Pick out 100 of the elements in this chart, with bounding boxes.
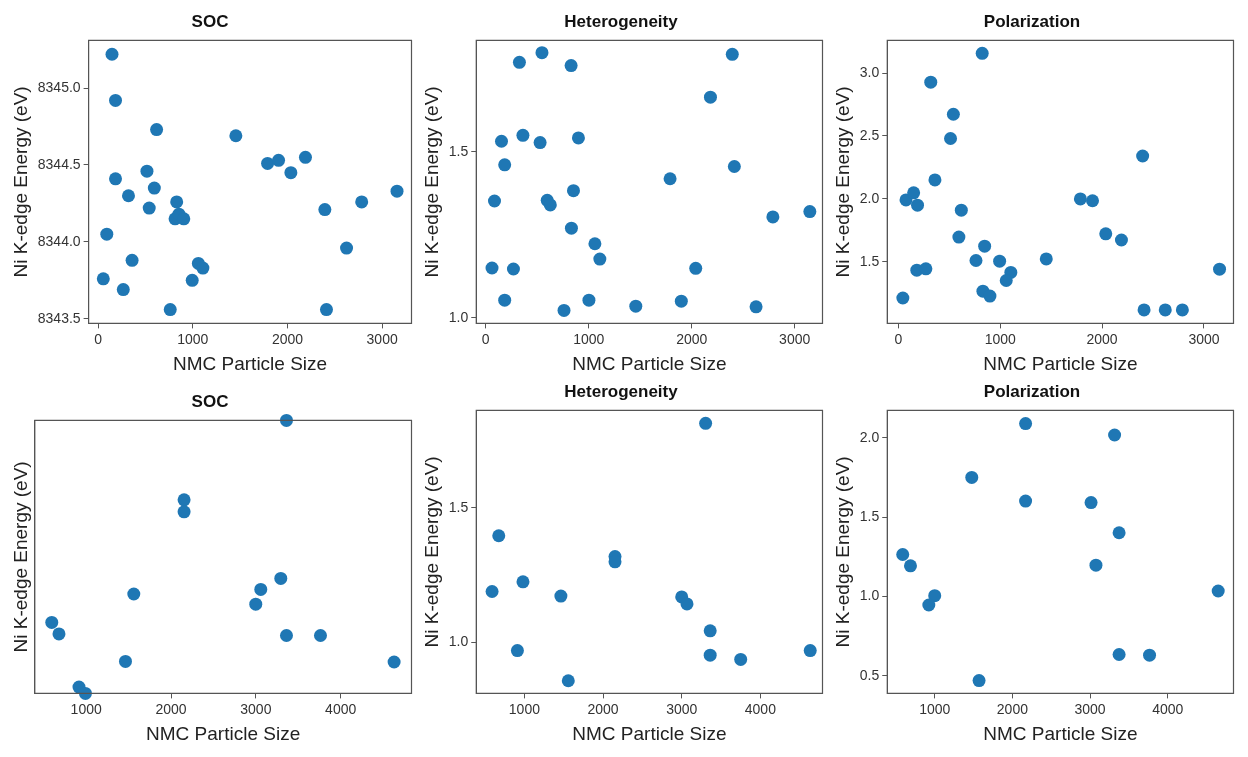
point	[512, 55, 526, 69]
point	[911, 198, 925, 212]
point	[142, 201, 156, 215]
x-tick-label: 3000	[666, 700, 698, 717]
x-axis-title: NMC Particle Size	[172, 352, 328, 374]
point	[78, 686, 92, 700]
point	[1114, 233, 1128, 247]
point	[125, 253, 139, 267]
point	[1211, 584, 1225, 598]
point	[896, 548, 910, 562]
chart-title: SOC	[191, 11, 229, 31]
point	[147, 181, 161, 195]
point	[96, 272, 110, 286]
y-axis-title: Ni K-edge Energy (eV)	[9, 86, 31, 278]
x-tick-label: 2000	[676, 330, 708, 347]
x-tick-label: 2000	[587, 700, 619, 717]
point	[582, 293, 596, 307]
point	[703, 648, 717, 662]
chart-title: Heterogeneity	[564, 11, 679, 31]
y-tick-label: 2.0	[859, 189, 880, 206]
point	[510, 644, 524, 658]
point	[952, 230, 966, 244]
point	[543, 198, 557, 212]
point	[533, 136, 547, 150]
point	[674, 294, 688, 308]
point	[803, 205, 817, 219]
point	[498, 158, 512, 172]
chart-title: Polarization	[983, 381, 1081, 401]
point	[177, 212, 191, 226]
point	[109, 172, 123, 186]
point	[254, 582, 268, 596]
x-tick-label: 1000	[919, 700, 951, 717]
x-tick-label: 2000	[155, 700, 187, 717]
point	[1099, 227, 1113, 241]
point	[1143, 648, 1157, 662]
point	[387, 655, 401, 669]
y-tick-label: 1.5	[859, 252, 880, 269]
point	[272, 153, 286, 167]
point	[564, 59, 578, 73]
x-tick-label: 4000	[325, 700, 357, 717]
point	[993, 254, 1007, 268]
chart-title: Polarization	[983, 11, 1081, 31]
point	[1089, 558, 1103, 572]
point	[185, 273, 199, 287]
point	[100, 227, 114, 241]
point	[535, 46, 549, 60]
point	[944, 132, 958, 146]
point	[279, 413, 293, 427]
point	[1019, 417, 1033, 431]
point	[588, 237, 602, 251]
point	[487, 194, 501, 208]
point	[1136, 149, 1150, 163]
point	[1112, 526, 1126, 540]
x-tick-label: 1000	[177, 330, 209, 347]
point	[1019, 494, 1033, 508]
point	[140, 164, 154, 178]
point	[972, 674, 986, 688]
y-axis-title: Ni K-edge Energy (eV)	[420, 456, 442, 648]
point	[313, 629, 327, 643]
point	[506, 262, 520, 276]
point	[903, 559, 917, 573]
point	[516, 128, 530, 142]
point	[907, 186, 921, 200]
point	[969, 254, 983, 268]
point	[170, 195, 184, 209]
point	[298, 150, 312, 164]
point	[52, 627, 66, 641]
point	[566, 184, 580, 198]
point	[1213, 262, 1227, 276]
point	[727, 159, 741, 173]
point	[703, 624, 717, 638]
point	[318, 203, 332, 217]
y-axis-title: Ni K-edge Energy (eV)	[831, 86, 853, 278]
x-axis-title: NMC Particle Size	[146, 722, 301, 744]
point	[680, 597, 694, 611]
point	[999, 274, 1013, 288]
x-tick-label: 2000	[1086, 330, 1118, 347]
point	[319, 303, 333, 317]
x-tick-label: 2000	[996, 700, 1029, 717]
y-tick-label: 3.0	[859, 63, 880, 80]
y-tick-label: 8345.0	[37, 78, 81, 95]
y-tick-label: 1.5	[859, 508, 880, 525]
point	[127, 587, 141, 601]
point	[561, 674, 575, 688]
point	[163, 303, 177, 317]
point	[699, 416, 713, 430]
point	[1086, 194, 1100, 208]
y-tick-label: 1.0	[859, 587, 880, 604]
point	[1039, 252, 1053, 266]
point	[1175, 303, 1189, 317]
x-axis-title: NMC Particle Size	[983, 352, 1138, 374]
y-tick-label: 8343.5	[37, 309, 81, 326]
y-tick-label: 0.5	[859, 666, 880, 683]
point	[485, 585, 499, 599]
chart-title: Heterogeneity	[564, 381, 679, 401]
x-tick-label: 3000	[779, 330, 811, 347]
point	[689, 261, 703, 275]
point	[121, 189, 135, 203]
point	[1158, 303, 1172, 317]
x-axis-title: NMC Particle Size	[983, 722, 1138, 744]
